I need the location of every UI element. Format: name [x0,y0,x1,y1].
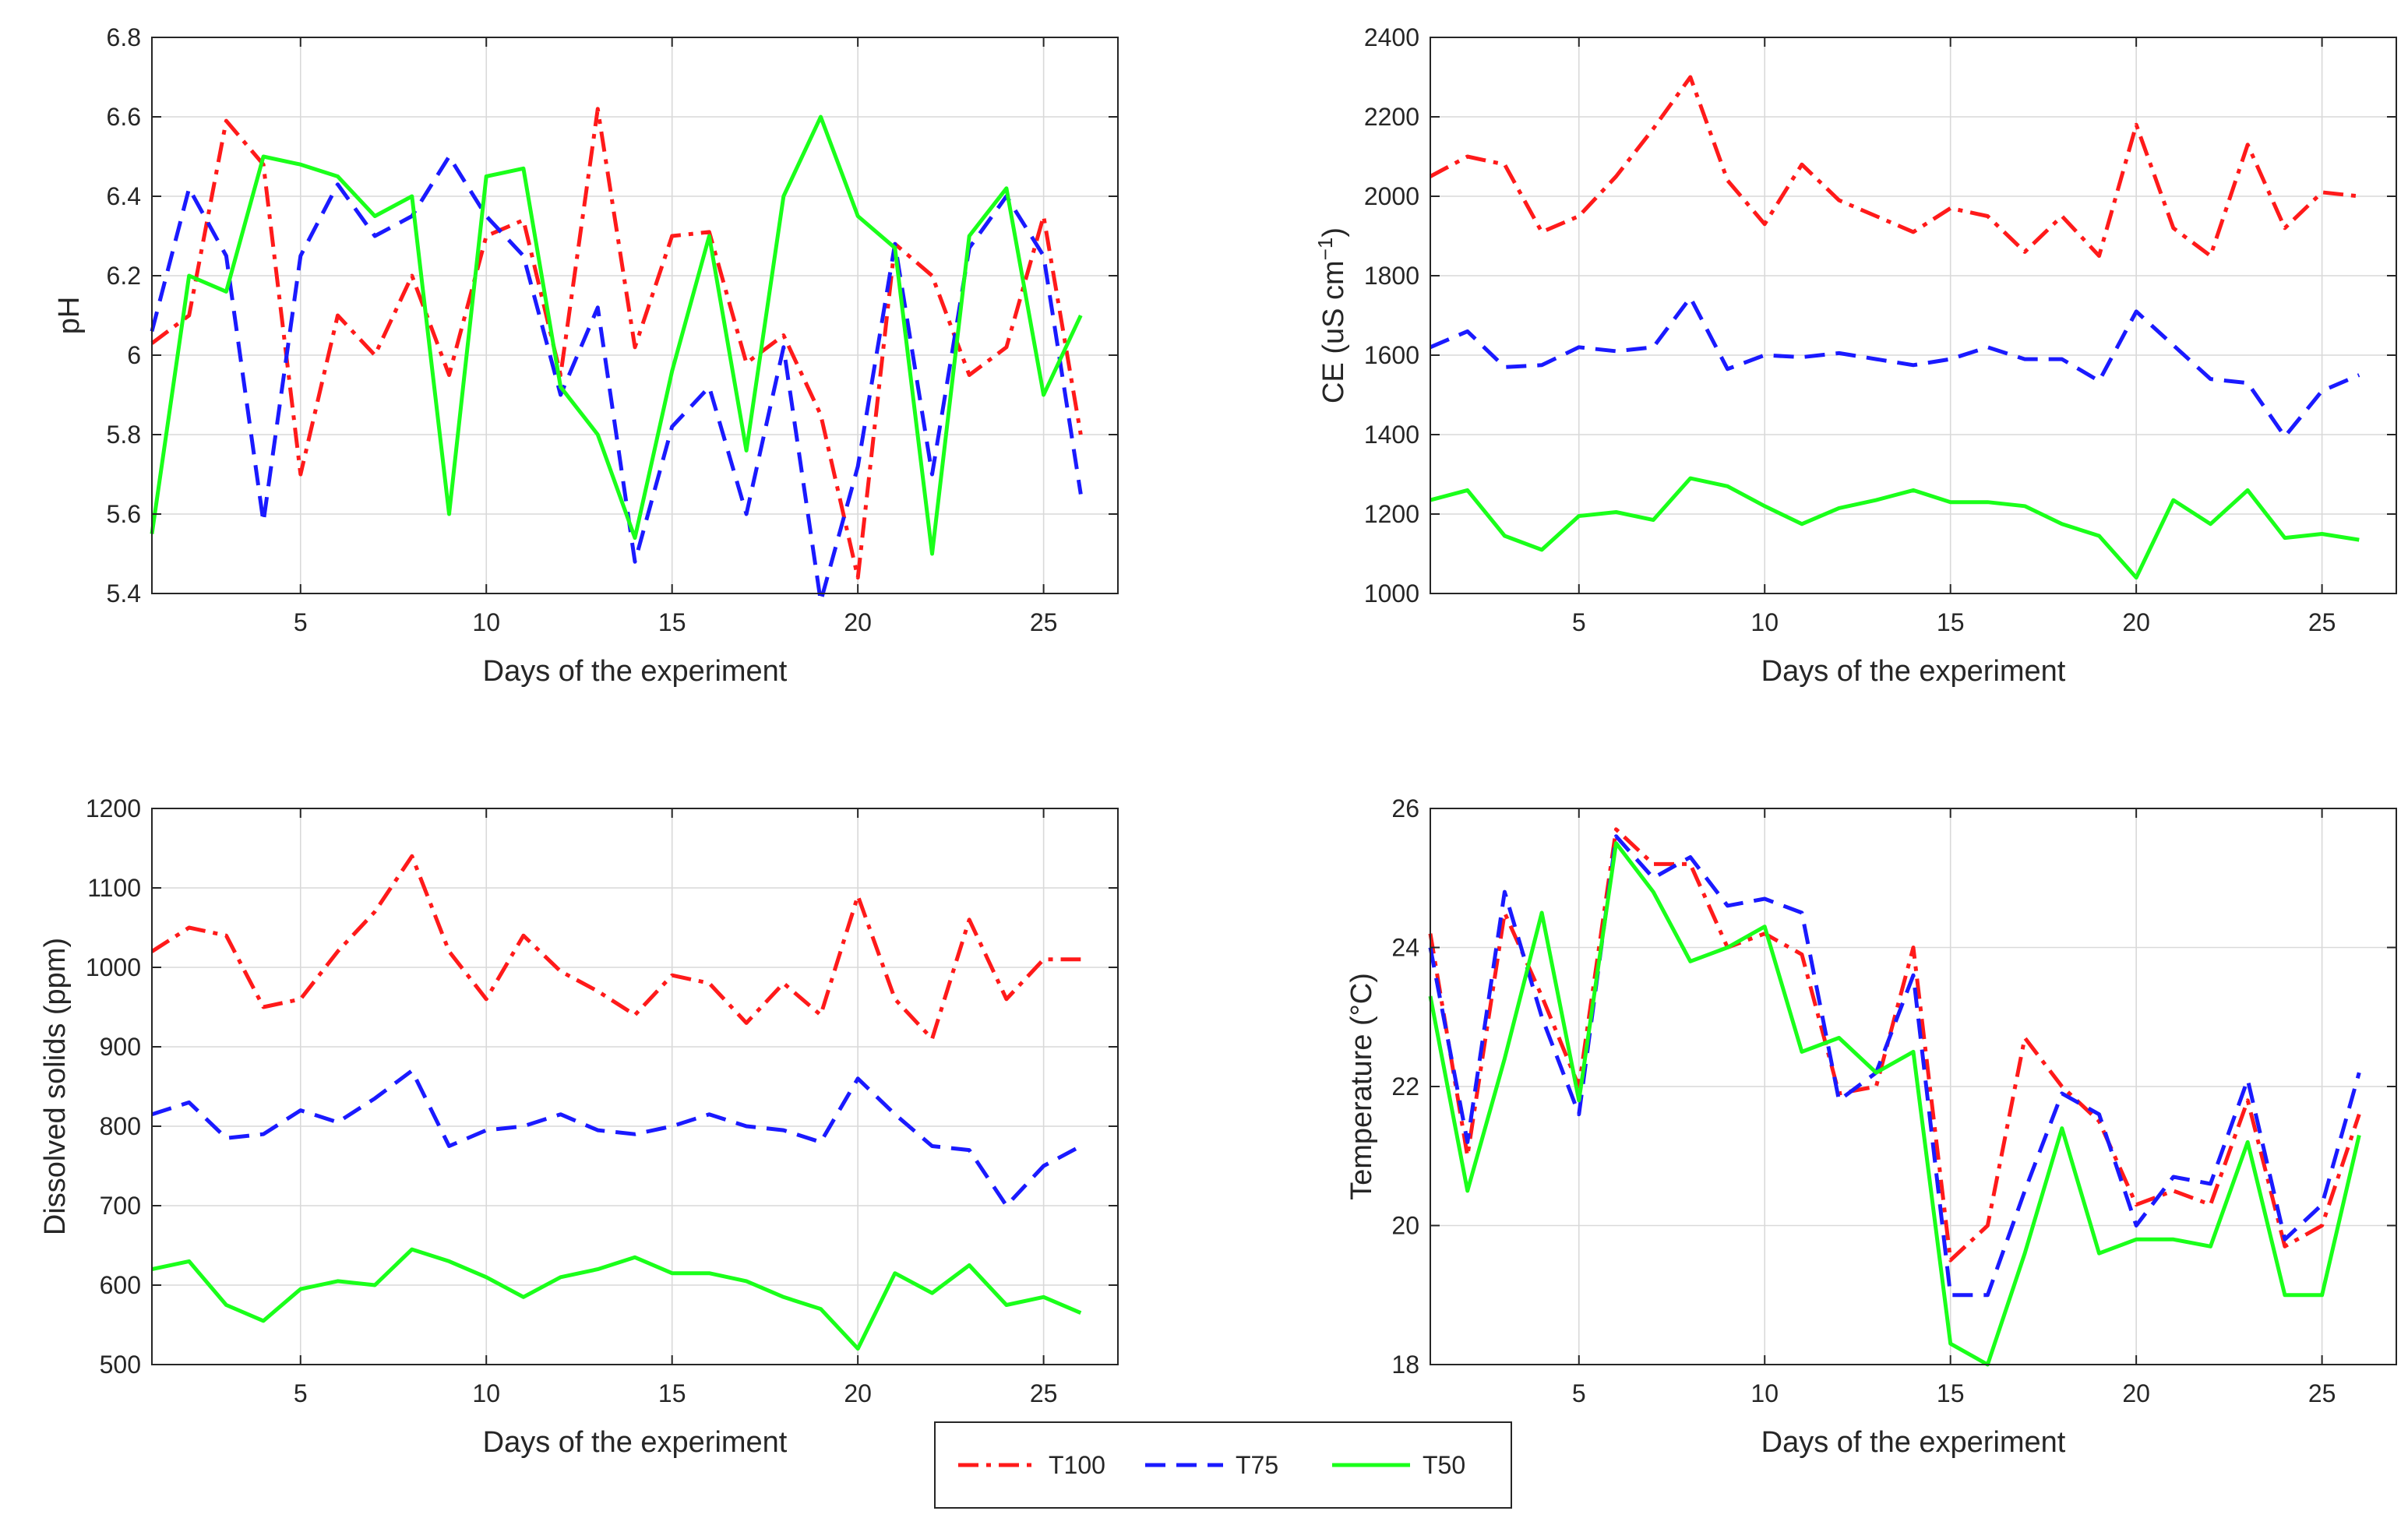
y-tick-label: 1600 [1364,341,1419,369]
y-tick-label: 1100 [87,874,141,902]
plot-area [152,37,1118,593]
y-tick-label: 1400 [1364,421,1419,449]
y-tick-label: 900 [100,1033,141,1061]
x-tick-label: 5 [294,1379,308,1407]
x-tick-label: 5 [1572,1379,1586,1407]
y-tick-label: 800 [100,1112,141,1140]
y-tick-label: 1000 [86,953,141,981]
chart-dissolved-solids: 5 10 15 20 25 500 600 700 800 900 1000 1100 1200 Days… [39,794,1119,1459]
y-tick-label: 5.6 [107,500,141,528]
legend-item-t50: T50 [1332,1451,1465,1479]
x-tick-label: 5 [1572,608,1586,636]
x-tick-label: 25 [1030,608,1058,636]
chart-ph: 5 10 15 20 25 5.4 5.6 5.8 6 6.2 6.4 6.6 6.8 Days of t… [53,23,1119,688]
y-tick-label: 1200 [1364,500,1419,528]
y-tick-label: 18 [1391,1351,1419,1379]
chart-ce: 5 10 15 20 25 1000 1200 1400 1600 1800 2000 2200 240… [1313,23,2397,688]
x-tick-label: 10 [472,608,500,636]
series-line-t100 [150,854,1081,1041]
y-tick-label: 1000 [1364,579,1419,608]
y-tick-label: 6.6 [107,103,141,131]
series-line-t50 [151,1247,1082,1351]
x-tick-label: 10 [472,1379,500,1407]
y-tick-label: 5.8 [107,421,141,449]
x-tick-label: 15 [658,608,686,636]
x-tick-label: 5 [294,608,308,636]
y-tick-label: 6.4 [107,182,141,210]
y-axis-label: Dissolved solids (ppm) [39,938,72,1235]
axes-frame [151,808,1119,1365]
legend-item-t75: T75 [1145,1451,1278,1479]
series-line-t50 [150,114,1083,556]
y-tick-label: 2000 [1364,182,1419,210]
chart-temperature: 5 10 15 20 25 18 20 22 24 26 Days of the experimen… [1345,794,2397,1459]
x-tick-label: 25 [2308,1379,2336,1407]
y-tick-label: 1200 [86,794,141,822]
series-line-t75 [151,1069,1082,1208]
y-tick-label: 600 [100,1271,141,1299]
y-axis-label: CE (uS cm−1) [1313,227,1350,403]
x-axis-label: Days of the experiment [483,1426,788,1459]
y-tick-label: 22 [1391,1072,1419,1101]
x-tick-label: 10 [1750,608,1779,636]
y-tick-label: 2200 [1364,103,1419,131]
x-tick-label: 10 [1750,1379,1779,1407]
y-tick-label: 24 [1391,934,1419,962]
legend: T100 T75 T50 [934,1421,1512,1509]
y-tick-label: 6.8 [107,23,141,51]
legend-label: T100 [1049,1451,1105,1479]
y-tick-label: 500 [100,1351,141,1379]
y-tick-label: 20 [1391,1212,1419,1240]
x-tick-label: 20 [844,1379,872,1407]
axes-frame [151,37,1119,594]
x-tick-label: 15 [658,1379,686,1407]
series-line-t75 [150,154,1083,604]
y-tick-label: 6 [127,341,141,369]
x-tick-label: 25 [2308,608,2336,636]
axes-frame [1430,37,2397,594]
x-tick-label: 15 [1937,1379,1965,1407]
legend-label: T50 [1423,1451,1465,1479]
x-tick-label: 20 [844,608,872,636]
y-tick-label: 5.4 [107,579,141,608]
x-tick-label: 20 [2122,1379,2150,1407]
y-tick-label: 26 [1391,794,1419,822]
y-tick-label: 700 [100,1192,141,1220]
y-axis-label: pH [53,297,86,335]
x-tick-label: 20 [2122,608,2150,636]
y-tick-label: 1800 [1364,262,1419,290]
series-line-t75 [1430,295,2360,438]
plot-area [152,808,1118,1365]
x-axis-label: Days of the experiment [483,655,788,688]
y-tick-label: 6.2 [107,262,141,290]
legend-item-t100: T100 [958,1451,1105,1479]
x-tick-label: 15 [1937,608,1965,636]
charts-layer: 5 10 15 20 25 5.4 5.6 5.8 6 6.2 6.4 6.6 6.8 Days of t… [39,23,2397,1459]
x-axis-label: Days of the experiment [1761,1426,2066,1459]
legend-label: T75 [1236,1451,1278,1479]
series-line-t100 [1428,827,2361,1263]
series-line-t100 [1429,75,2360,258]
x-tick-label: 25 [1030,1379,1058,1407]
series-line-t100 [150,107,1083,580]
series-line-t50 [1430,476,2360,580]
y-tick-label: 2400 [1364,23,1419,51]
y-axis-label: Temperature (°C) [1345,973,1378,1200]
plot-area [1430,37,2396,593]
x-axis-label: Days of the experiment [1761,655,2066,688]
series-line-t50 [1428,841,2361,1367]
